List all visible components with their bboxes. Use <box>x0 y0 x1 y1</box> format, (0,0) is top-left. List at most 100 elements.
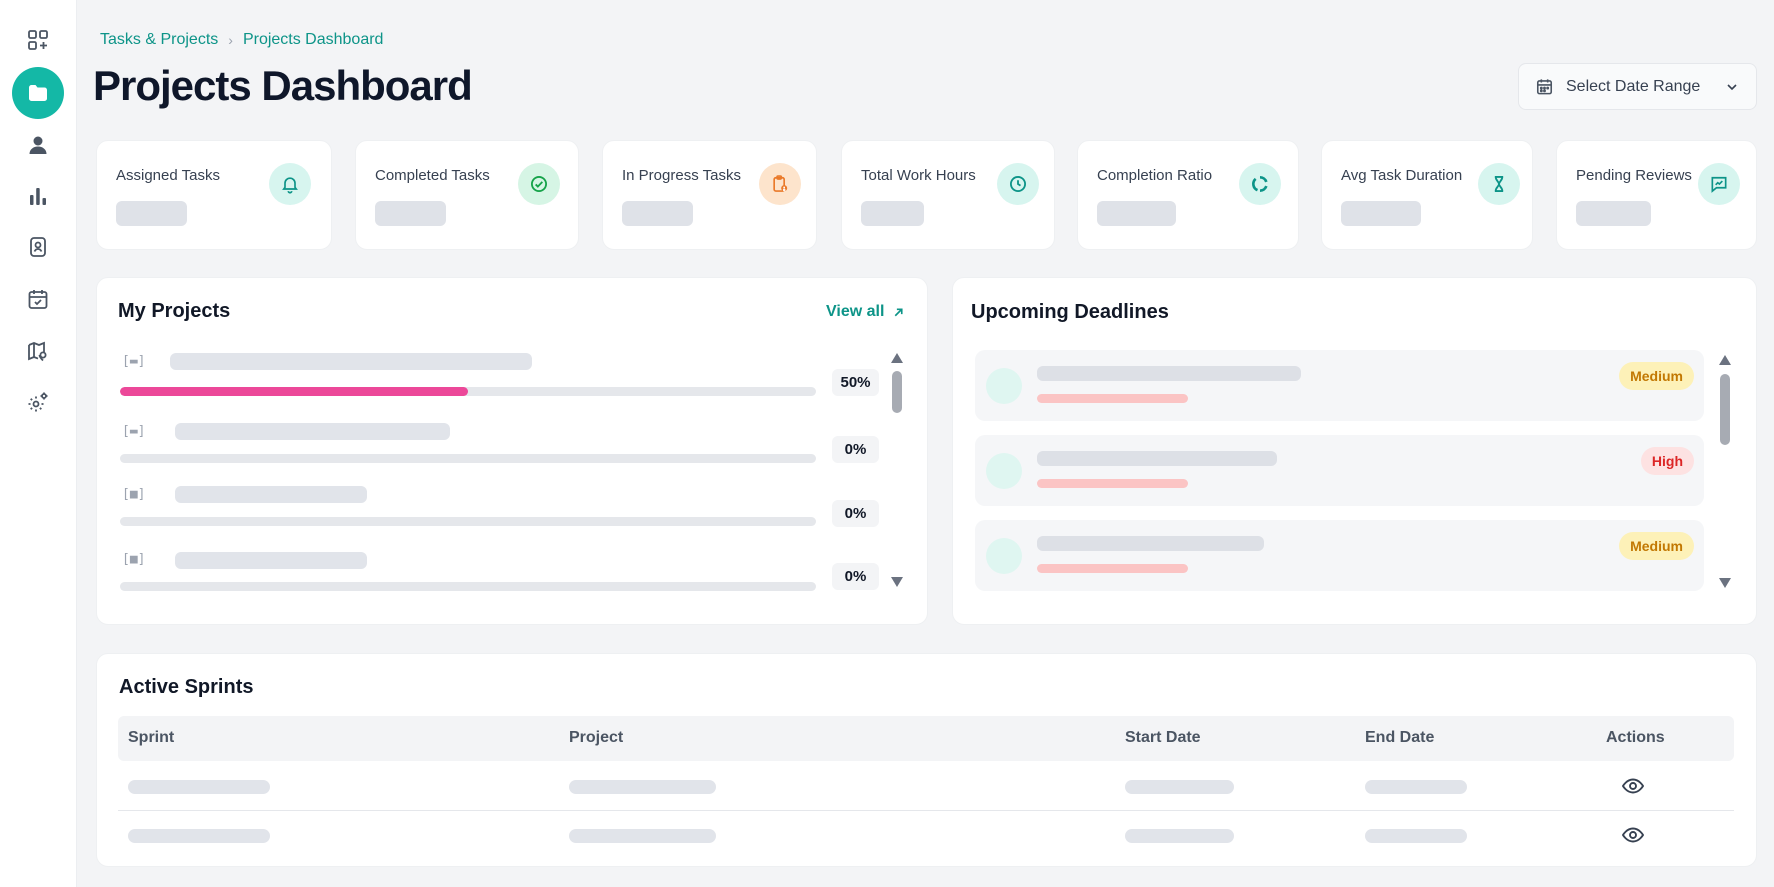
deadline-title-placeholder <box>1037 536 1264 551</box>
project-cell-placeholder <box>569 780 716 794</box>
deadlines-scroll-down-arrow[interactable] <box>1719 578 1731 588</box>
stat-card-completed-tasks[interactable]: Completed Tasks <box>355 140 579 250</box>
project-progress-bar <box>120 454 816 463</box>
review-chat-icon <box>1698 163 1740 205</box>
arrow-up-right-icon <box>895 307 903 316</box>
view-all-label: View all <box>826 303 885 320</box>
column-header-start-date[interactable]: Start Date <box>1125 729 1201 746</box>
eye-icon[interactable] <box>1621 774 1645 798</box>
id-badge-icon[interactable] <box>12 221 64 273</box>
eye-icon[interactable] <box>1621 823 1645 847</box>
stat-label: In Progress Tasks <box>622 167 741 184</box>
breadcrumb: Tasks & Projects › Projects Dashboard <box>100 31 383 49</box>
deadlines-scrollbar-thumb[interactable] <box>1720 374 1730 445</box>
table-row[interactable] <box>118 812 1734 860</box>
priority-badge: Medium <box>1619 532 1694 560</box>
breadcrumb-link-tasks-projects[interactable]: Tasks & Projects <box>100 31 219 48</box>
stat-card-avg-task-duration[interactable]: Avg Task Duration <box>1321 140 1533 250</box>
table-row[interactable] <box>118 763 1734 811</box>
project-icon: [▬] <box>122 424 146 439</box>
grid-plus-icon[interactable] <box>12 14 64 66</box>
breadcrumb-separator: › <box>228 32 233 48</box>
deadline-item[interactable]: Medium <box>975 520 1704 591</box>
stat-value-placeholder <box>1576 201 1651 226</box>
deadline-item[interactable]: High <box>975 435 1704 506</box>
projects-scroll-down-arrow[interactable] <box>891 577 903 587</box>
end-date-cell-placeholder <box>1365 829 1467 843</box>
stat-label: Completion Ratio <box>1097 167 1213 184</box>
stat-card-pending-reviews[interactable]: Pending Reviews <box>1556 140 1757 250</box>
deadlines-scroll-up-arrow[interactable] <box>1719 355 1731 365</box>
project-icon: [▬] <box>122 354 146 369</box>
deadline-title-placeholder <box>1037 451 1277 466</box>
project-cell-placeholder <box>569 829 716 843</box>
stat-label: Assigned Tasks <box>116 167 220 184</box>
clipboard-alert-icon <box>759 163 801 205</box>
check-circle-icon <box>518 163 560 205</box>
bar-chart-icon[interactable] <box>12 170 64 222</box>
active-sprints-title: Active Sprints <box>119 676 254 698</box>
date-range-select[interactable]: Select Date Range <box>1518 63 1757 110</box>
stat-card-completion-ratio[interactable]: Completion Ratio <box>1077 140 1299 250</box>
settings-gear-icon[interactable] <box>12 376 64 428</box>
column-header-project[interactable]: Project <box>569 729 624 746</box>
hourglass-icon <box>1478 163 1520 205</box>
column-header-sprint[interactable]: Sprint <box>128 729 175 746</box>
start-date-cell-placeholder <box>1125 780 1234 794</box>
ratio-ring-icon <box>1239 163 1281 205</box>
clock-icon <box>997 163 1039 205</box>
project-percent: 0% <box>832 436 879 463</box>
stat-label: Completed Tasks <box>375 167 490 184</box>
date-range-label: Select Date Range <box>1566 77 1701 95</box>
project-progress-bar <box>120 387 816 396</box>
project-icon: [■] <box>122 487 146 502</box>
sprints-table-header: Sprint Project Start Date End Date Actio… <box>118 716 1734 761</box>
projects-scrollbar-thumb[interactable] <box>892 371 902 413</box>
column-header-actions: Actions <box>1606 729 1665 746</box>
sprint-cell-placeholder <box>128 829 270 843</box>
project-progress-bar <box>120 517 816 526</box>
start-date-cell-placeholder <box>1125 829 1234 843</box>
breadcrumb-current: Projects Dashboard <box>242 31 384 48</box>
deadline-date-placeholder <box>1037 479 1188 488</box>
stat-card-total-work-hours[interactable]: Total Work Hours <box>841 140 1055 250</box>
deadline-item[interactable]: Medium <box>975 350 1704 421</box>
avatar <box>986 538 1022 574</box>
folder-icon[interactable] <box>12 67 64 119</box>
priority-badge: High <box>1640 447 1694 475</box>
bell-icon <box>269 163 311 205</box>
avatar <box>986 453 1022 489</box>
project-percent: 0% <box>832 500 879 527</box>
stat-value-placeholder <box>375 201 446 226</box>
project-name-placeholder <box>175 552 367 569</box>
deadline-title-placeholder <box>1037 366 1301 381</box>
map-pin-icon[interactable] <box>12 325 64 377</box>
sprint-cell-placeholder <box>128 780 270 794</box>
page-title: Projects Dashboard <box>93 62 473 109</box>
calendar-check-icon[interactable] <box>12 273 64 325</box>
chevron-down-icon <box>1724 79 1740 95</box>
project-name-placeholder <box>175 423 450 440</box>
end-date-cell-placeholder <box>1365 780 1467 794</box>
stat-label: Total Work Hours <box>861 167 976 184</box>
priority-badge: Medium <box>1619 362 1694 390</box>
deadline-date-placeholder <box>1037 564 1188 573</box>
project-percent: 0% <box>832 563 879 590</box>
stat-label: Pending Reviews <box>1576 167 1692 184</box>
deadline-date-placeholder <box>1037 394 1188 403</box>
view-all-link[interactable]: View all <box>826 303 905 321</box>
upcoming-deadlines-title: Upcoming Deadlines <box>971 301 1169 323</box>
stat-card-in-progress-tasks[interactable]: In Progress Tasks <box>602 140 817 250</box>
stat-card-assigned-tasks[interactable]: Assigned Tasks <box>96 140 332 250</box>
column-header-end-date[interactable]: End Date <box>1365 729 1435 746</box>
user-icon[interactable] <box>12 119 64 171</box>
stat-value-placeholder <box>1341 201 1421 226</box>
avatar <box>986 368 1022 404</box>
my-projects-title: My Projects <box>118 300 231 322</box>
project-percent: 50% <box>832 369 879 396</box>
stat-value-placeholder <box>116 201 187 226</box>
projects-scroll-up-arrow[interactable] <box>891 353 903 363</box>
project-progress-bar <box>120 582 816 591</box>
stat-value-placeholder <box>1097 201 1176 226</box>
project-name-placeholder <box>170 353 532 370</box>
